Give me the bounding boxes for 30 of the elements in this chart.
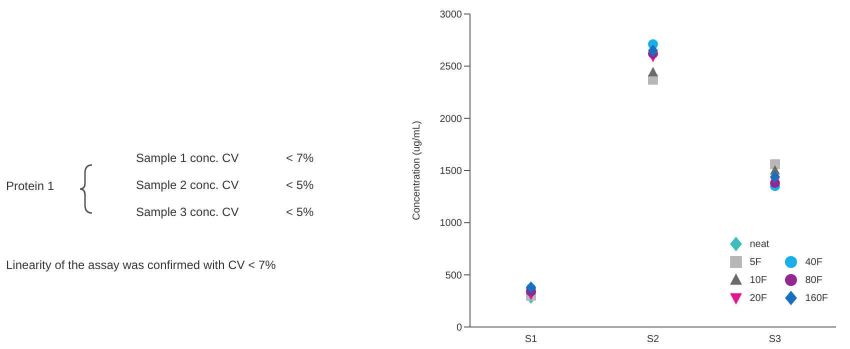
legend-label: 80F [805, 274, 822, 286]
y-tick-label: 500 [445, 270, 462, 282]
y-tick-label: 0 [456, 322, 462, 334]
legend-label: 5F [750, 256, 762, 268]
text: < 5% [286, 178, 314, 192]
point [648, 66, 658, 76]
y-tick-label: 2500 [440, 62, 462, 73]
legend-label: 40F [805, 256, 822, 268]
text: < 7% [286, 151, 314, 165]
text: Sample 2 conc. CV [136, 178, 239, 192]
text: Linearity of the assay was confirmed with CV < 7% [6, 258, 276, 272]
text: Sample 3 conc. CV [136, 205, 239, 219]
y-tick-label: 1000 [440, 218, 462, 230]
point [770, 159, 780, 170]
legend-label: 20F [750, 292, 767, 304]
legend-label: 10F [750, 274, 767, 286]
legend-label: 160F [805, 292, 828, 304]
point [770, 170, 780, 183]
x-tick-label: S3 [768, 334, 782, 346]
point [648, 44, 658, 57]
text: < 5% [286, 205, 314, 219]
legend-label: neat [750, 238, 770, 250]
y-tick-label: 1500 [440, 166, 462, 178]
y-tick-label: 3000 [440, 10, 462, 21]
y-axis-title: Concentration (ug/mL) [412, 120, 423, 220]
y-tick-label: 2000 [440, 114, 462, 125]
x-tick-label: S2 [646, 334, 660, 346]
x-tick-label: S1 [524, 334, 538, 346]
text: Sample 1 conc. CV [136, 151, 239, 165]
text: Protein 1 [6, 179, 54, 193]
